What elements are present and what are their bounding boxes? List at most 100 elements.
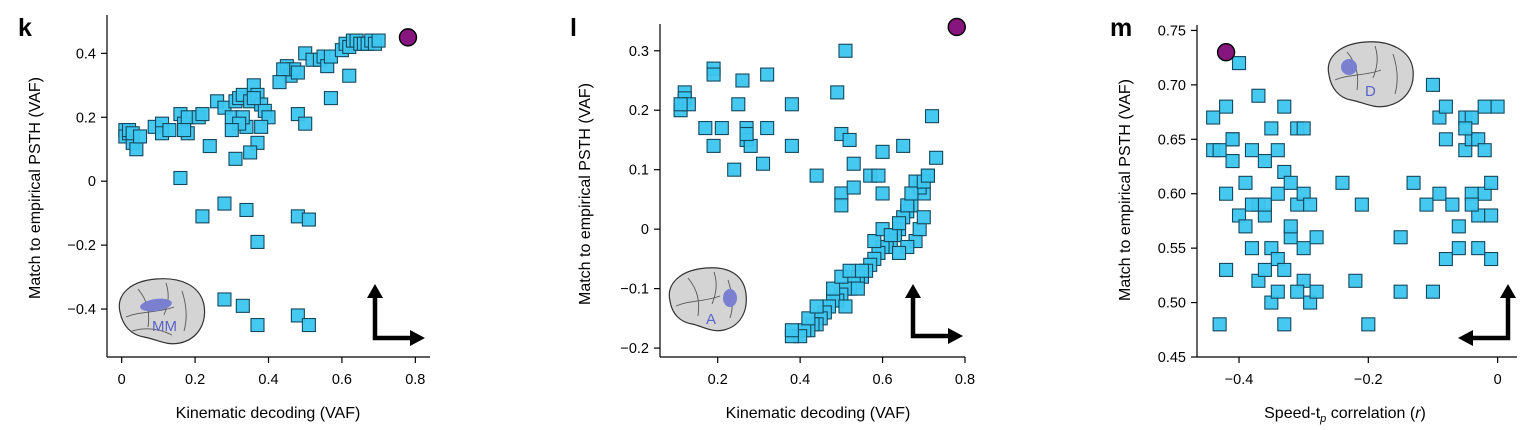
y-tick-label: 0.2 — [629, 103, 649, 119]
data-point — [1445, 197, 1460, 212]
data-point — [1283, 175, 1298, 190]
data-point — [342, 68, 357, 83]
up-right-arrow-icon — [905, 284, 963, 344]
data-point — [298, 116, 313, 131]
data-point — [1277, 262, 1292, 277]
data-point — [842, 263, 857, 278]
data-point — [1270, 186, 1285, 201]
data-point — [1270, 143, 1285, 158]
data-point — [1451, 219, 1466, 234]
y-tick-label: −0.2 — [67, 238, 96, 254]
y-tick-label: 0.75 — [1158, 23, 1186, 39]
data-point — [731, 97, 746, 112]
data-point — [1277, 317, 1292, 332]
data-point — [912, 222, 927, 237]
monkey-brain-icon: A — [668, 267, 747, 332]
data-point — [760, 67, 775, 82]
x-tick-label: 0.4 — [258, 372, 278, 388]
data-point — [743, 138, 758, 153]
y-tick-label: 0.55 — [1158, 241, 1186, 257]
data-point — [250, 317, 265, 333]
data-point — [371, 33, 386, 48]
data-point — [1477, 99, 1492, 114]
data-point — [809, 299, 824, 314]
data-point — [1244, 241, 1259, 256]
region-label: D — [1365, 83, 1376, 100]
data-point — [842, 132, 857, 148]
data-point — [1477, 143, 1492, 158]
data-point — [202, 138, 217, 154]
data-point — [1296, 121, 1311, 136]
data-point — [1283, 219, 1298, 234]
data-point — [1309, 284, 1324, 299]
data-point — [177, 123, 192, 138]
data-point — [900, 198, 915, 213]
data-point — [272, 75, 287, 90]
data-point — [239, 202, 254, 218]
region-label: A — [706, 311, 716, 328]
data-point — [301, 317, 316, 333]
data-point — [1490, 99, 1505, 114]
data-point — [129, 142, 144, 157]
data-point — [254, 119, 269, 134]
model-point — [1216, 43, 1236, 62]
data-point — [1393, 230, 1408, 245]
data-point — [243, 145, 258, 160]
y-tick-label: −0.2 — [620, 341, 649, 357]
data-point — [1212, 143, 1227, 158]
data-point — [132, 129, 148, 144]
data-point — [290, 65, 305, 80]
up-right-arrow-icon — [367, 284, 425, 346]
data-point — [760, 121, 775, 136]
axes: −0.4 −0.2 0 0.45 0.50 0.55 0.60 0.65 0.70 0.75 — [1158, 23, 1517, 388]
data-point — [784, 97, 799, 112]
data-point — [1206, 110, 1221, 125]
data-point — [1231, 56, 1247, 71]
y-tick-label: 0.65 — [1158, 132, 1186, 148]
data-point — [834, 198, 849, 213]
model-point — [947, 17, 966, 37]
data-point — [809, 168, 824, 183]
data-point — [801, 311, 816, 326]
data-point — [1238, 175, 1253, 190]
data-point — [1270, 284, 1285, 299]
data-point — [892, 216, 907, 231]
y-tick-label: 0.50 — [1158, 296, 1186, 312]
data-point — [784, 138, 799, 153]
x-tick-label: 0.6 — [332, 372, 352, 388]
data-point — [846, 156, 861, 171]
data-point — [830, 85, 845, 100]
x-tick-label: 0.8 — [955, 372, 975, 388]
data-point — [290, 308, 305, 323]
panel-letter: m — [1110, 14, 1132, 42]
data-point — [834, 186, 849, 201]
data-points — [118, 28, 418, 333]
data-point — [871, 168, 886, 183]
data-point — [846, 180, 861, 195]
x-tick-label: 0.2 — [185, 372, 205, 388]
data-point — [698, 121, 713, 136]
data-point — [838, 43, 853, 58]
data-point — [892, 245, 907, 260]
data-point — [195, 209, 210, 224]
data-point — [1484, 175, 1499, 190]
data-point — [1225, 132, 1240, 147]
data-point — [217, 292, 232, 307]
x-axis-title: Kinematic decoding (VAF) — [176, 405, 361, 422]
data-point — [916, 210, 931, 225]
data-point — [1257, 262, 1272, 277]
panel-k: k Match to empirical PSTH (VAF) Kinemati… — [18, 14, 430, 422]
y-tick-label: 0.4 — [76, 46, 96, 62]
data-point — [195, 107, 210, 122]
data-point — [224, 123, 239, 138]
data-point — [784, 323, 799, 338]
y-tick-label: 0.70 — [1158, 78, 1186, 94]
y-tick-label: 0 — [641, 222, 649, 238]
data-point — [826, 281, 841, 296]
data-point — [173, 170, 188, 186]
data-point — [867, 233, 882, 249]
data-point — [228, 151, 243, 166]
y-tick-label: 0.3 — [629, 44, 649, 60]
y-tick-label: 0.60 — [1158, 187, 1186, 203]
y-axis-title: Match to empirical PSTH (VAF) — [577, 83, 594, 305]
